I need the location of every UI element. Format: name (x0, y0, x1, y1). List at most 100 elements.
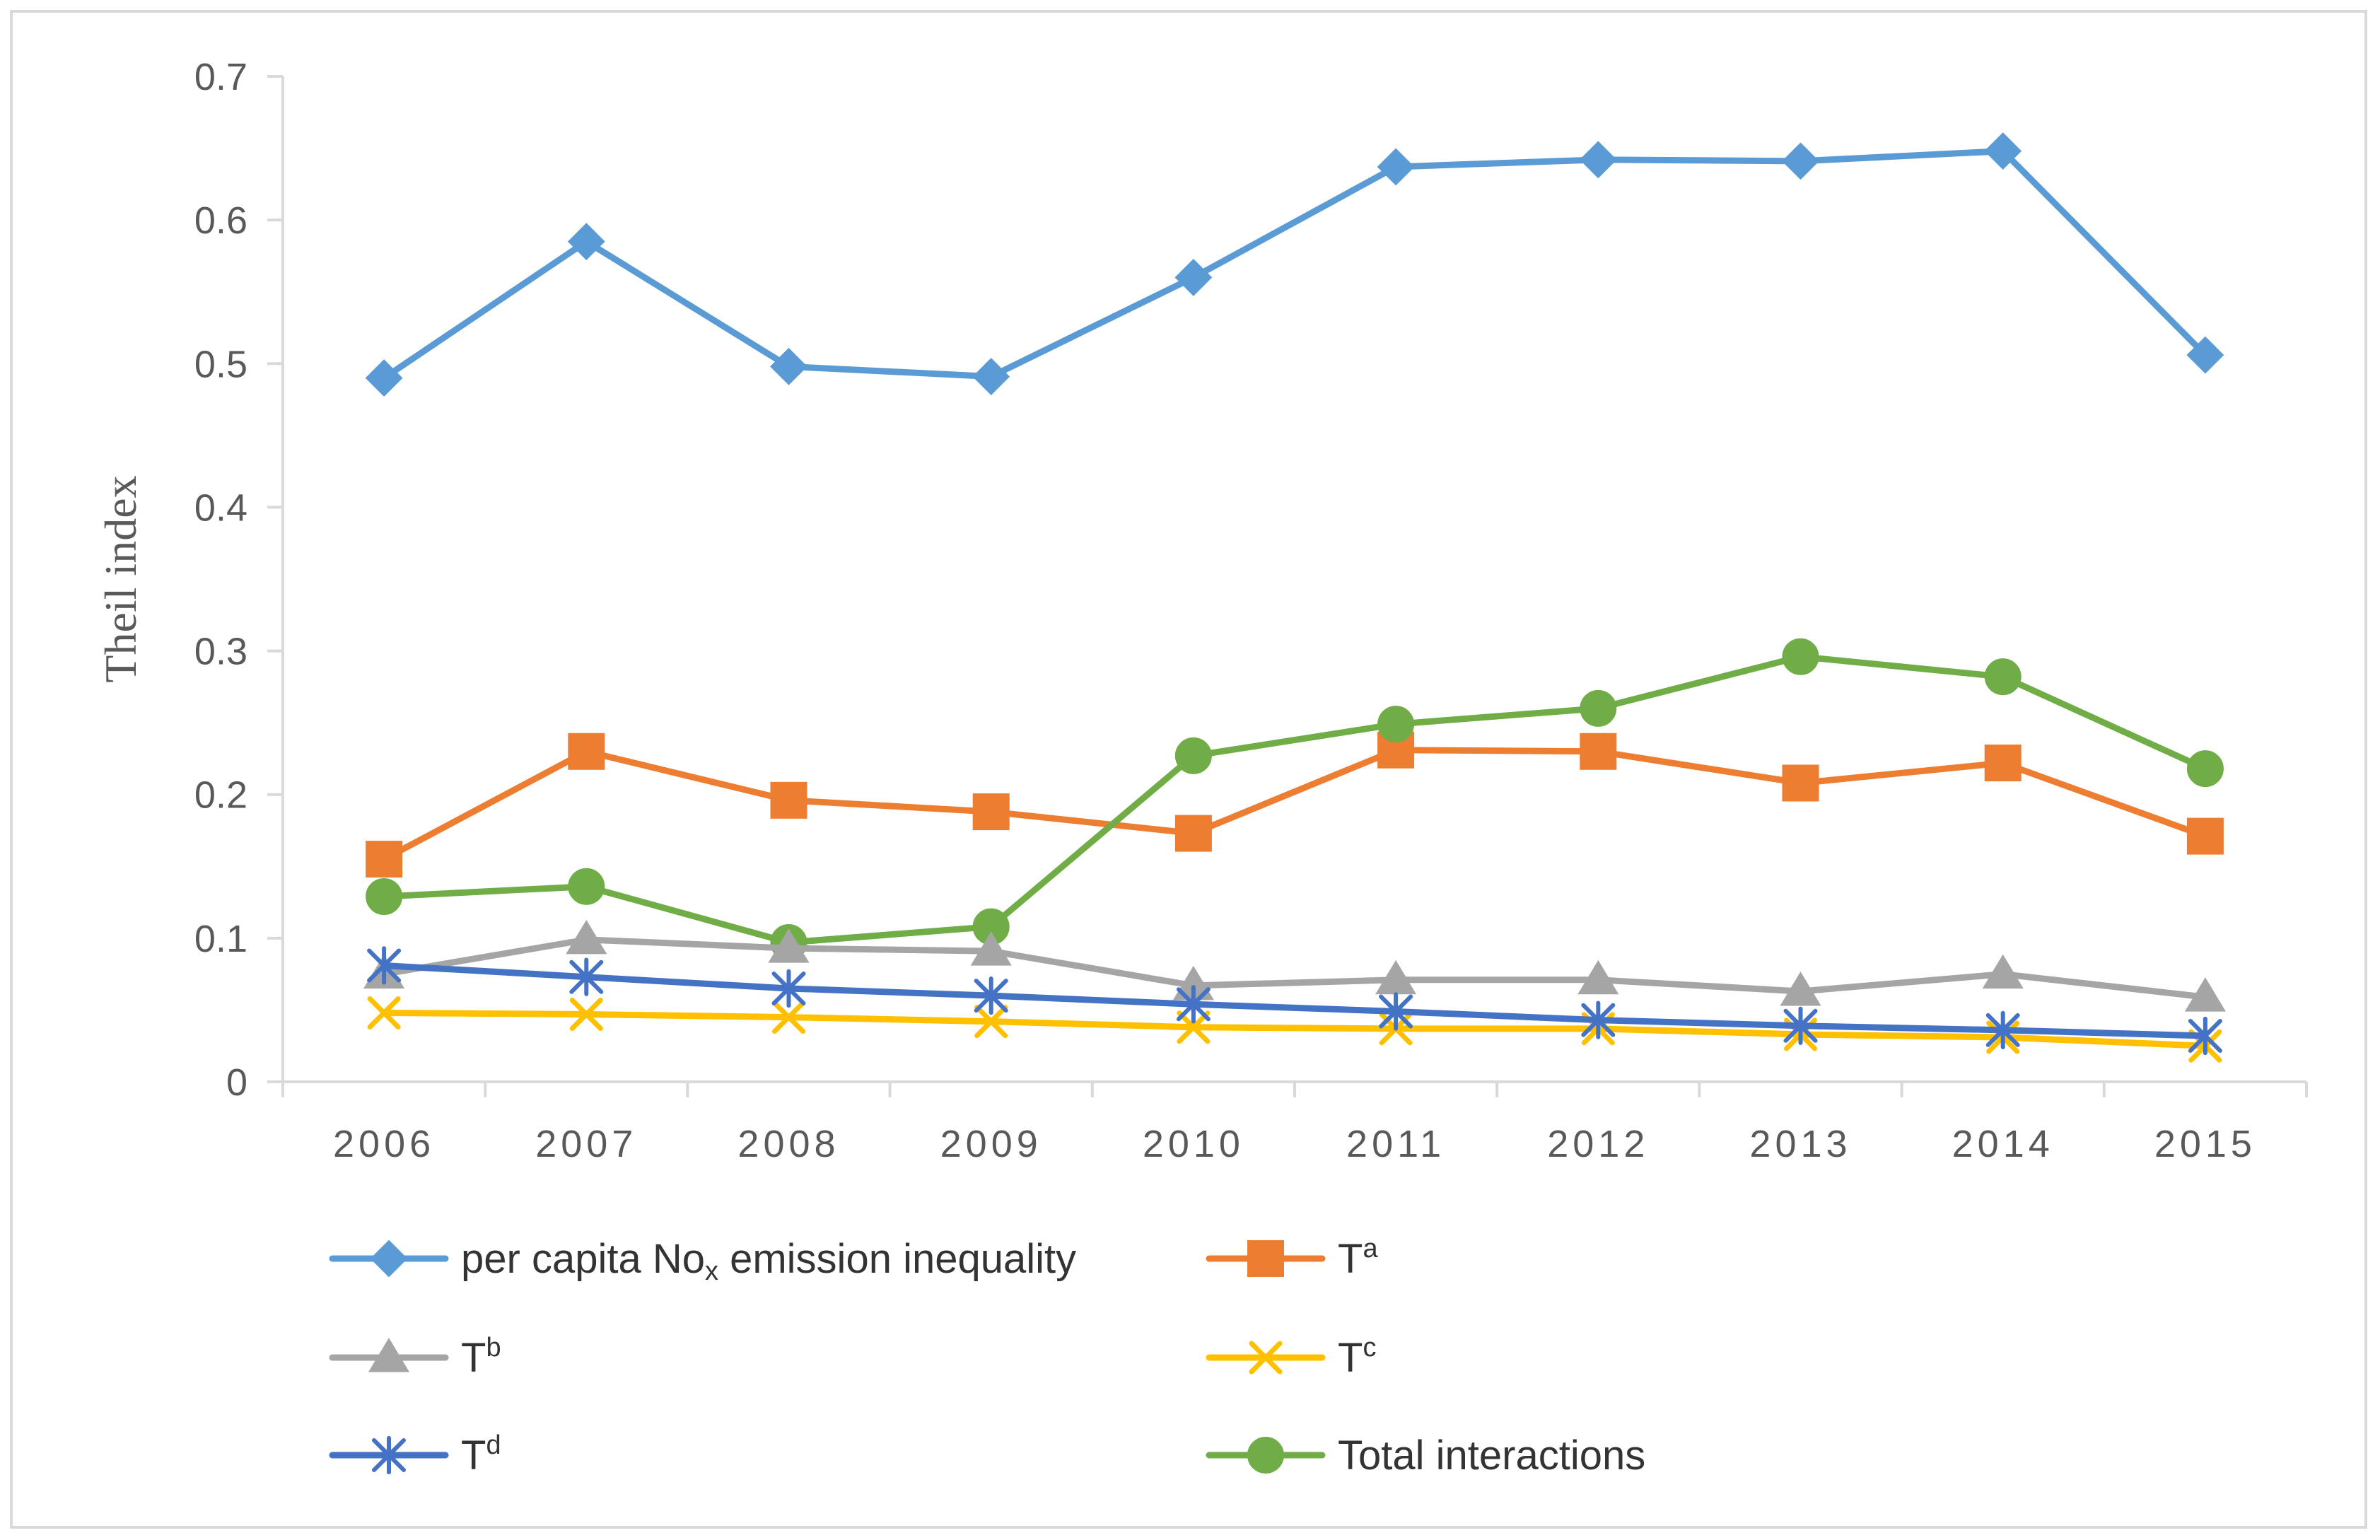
data-point-per-capita-nox (1782, 142, 1819, 180)
data-point-td (367, 946, 402, 985)
data-point-tc (569, 998, 603, 1032)
data-point-tb (1982, 954, 2024, 989)
legend-label: Ta (1338, 1234, 1378, 1282)
data-point-td (1581, 1001, 1616, 1039)
data-point-ta (568, 733, 605, 770)
x-tick-label: 2006 (333, 1123, 435, 1165)
legend-swatch-marker (1249, 1341, 1283, 1375)
data-point-ta (2186, 817, 2224, 855)
data-point-per-capita-nox (567, 223, 605, 261)
legend-item-tc: Tc (1206, 1333, 1376, 1381)
data-point-tb (1577, 959, 1619, 995)
data-point-ta (972, 793, 1010, 831)
data-point-ta (1782, 764, 1819, 802)
legend-item-ta: Ta (1206, 1234, 1378, 1282)
data-point-per-capita-nox (1984, 132, 2022, 170)
data-point-total (1377, 706, 1415, 743)
data-point-total (1782, 638, 1819, 675)
y-tick-label: 0.3 (194, 631, 247, 673)
y-tick-label: 0.2 (194, 774, 247, 817)
legend-label: Tc (1338, 1333, 1376, 1381)
series-layer (363, 132, 2226, 1063)
series-line-tb (380, 936, 2209, 1001)
data-point-tc (974, 1005, 1008, 1039)
data-point-total (2186, 750, 2224, 788)
data-point-tb (768, 928, 810, 963)
data-point-per-capita-nox (1377, 148, 1415, 186)
x-tick-label: 2014 (1952, 1123, 2054, 1165)
y-tick-label: 0.6 (194, 199, 247, 242)
legend-label: Total interactions (1338, 1433, 1645, 1478)
data-point-tb (1780, 972, 1821, 1006)
series-per-capita-nox (365, 132, 2224, 397)
data-point-tb (970, 931, 1012, 966)
series-line-total (380, 653, 2209, 946)
data-point-td (1176, 985, 1211, 1024)
x-tick-label: 2015 (2154, 1123, 2256, 1165)
data-point-ta (366, 841, 403, 878)
legend-item-total: Total interactions (1206, 1433, 1645, 1478)
data-point-total (568, 868, 605, 905)
y-tick-label: 0.1 (194, 918, 247, 960)
legend-swatch-marker (1247, 1437, 1284, 1474)
legend-label: per capita Nox emission inequality (461, 1236, 1076, 1286)
data-point-per-capita-nox (2186, 336, 2224, 374)
y-tick-label: 0.4 (194, 486, 247, 529)
legend: per capita Nox emission inequality Ta Tb Tc… (329, 1234, 1645, 1478)
y-axis-title: Theil index (95, 475, 146, 682)
legend-swatch-marker (370, 1239, 408, 1278)
legend-label: Td (461, 1430, 501, 1478)
legend-swatch-marker (1247, 1240, 1284, 1277)
legend-item-td: Td (329, 1430, 501, 1478)
series-ta (366, 731, 2224, 878)
series-line-per-capita-nox (380, 148, 2209, 382)
y-tick-label: 0.5 (194, 343, 247, 385)
data-point-total (366, 877, 403, 915)
data-point-td (1379, 992, 1413, 1031)
x-tick-label: 2012 (1547, 1123, 1649, 1165)
axes: 0 0.1 0.2 0.3 0.4 0.5 0.6 0.7 2006 2007 2008 2009 20… (95, 56, 2308, 1165)
data-point-total (1580, 689, 1617, 727)
data-point-total (1174, 737, 1212, 774)
data-point-per-capita-nox (1174, 258, 1213, 296)
series-line-tc (380, 1009, 2209, 1049)
series-line-td (380, 962, 2209, 1039)
data-point-tc (772, 1001, 805, 1034)
data-point-ta (1984, 745, 2022, 782)
data-point-ta (1174, 815, 1212, 852)
data-point-ta (1580, 733, 1617, 770)
data-point-per-capita-nox (365, 359, 403, 397)
data-point-td (974, 976, 1008, 1015)
x-tick-label: 2007 (535, 1123, 637, 1165)
data-point-td (1985, 1010, 2020, 1050)
data-point-tb (2184, 977, 2226, 1012)
legend-swatch-marker (368, 1338, 410, 1372)
data-point-per-capita-nox (770, 347, 807, 385)
data-point-per-capita-nox (1579, 141, 1617, 179)
data-point-total (1984, 658, 2022, 696)
x-tick-label: 2010 (1143, 1123, 1244, 1165)
y-tick-label: 0 (226, 1061, 247, 1104)
series-total (366, 638, 2224, 961)
series-td (367, 946, 2222, 1056)
x-tick-label: 2013 (1749, 1123, 1851, 1165)
data-point-per-capita-nox (972, 358, 1010, 395)
data-point-tc (367, 996, 401, 1029)
legend-swatch-marker (372, 1435, 406, 1475)
x-tick-label: 2008 (737, 1123, 839, 1165)
data-point-ta (770, 781, 807, 819)
x-tick-label: 2009 (940, 1123, 1042, 1165)
data-point-td (1783, 1006, 1818, 1045)
y-tick-label: 0.7 (194, 56, 247, 98)
legend-item-per-capita-nox: per capita Nox emission inequality (329, 1236, 1076, 1286)
data-point-tc (1177, 1010, 1211, 1044)
data-point-td (2188, 1016, 2222, 1056)
x-tick-label: 2011 (1346, 1123, 1445, 1165)
series-tb (363, 919, 2226, 1012)
data-point-tb (566, 919, 607, 955)
legend-item-tb: Tb (329, 1333, 501, 1381)
data-point-td (771, 969, 806, 1008)
series-line-ta (380, 747, 2209, 863)
data-point-td (569, 957, 604, 996)
